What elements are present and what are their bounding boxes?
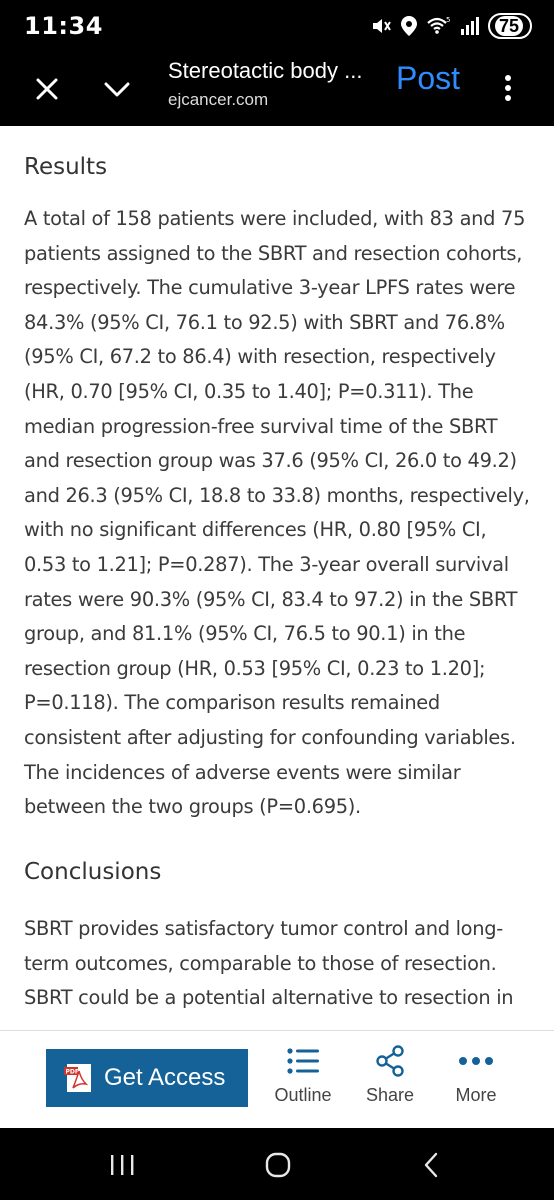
recents-button[interactable] bbox=[102, 1150, 142, 1180]
overflow-menu-button[interactable] bbox=[496, 70, 520, 106]
post-button[interactable]: Post bbox=[396, 60, 461, 96]
article-content[interactable]: Results A total of 158 patients were inc… bbox=[0, 126, 554, 1030]
kebab-icon bbox=[505, 75, 511, 101]
recents-icon bbox=[111, 1155, 134, 1175]
battery-indicator: 75 bbox=[487, 13, 532, 39]
get-access-button[interactable]: PDF Get Access bbox=[46, 1049, 248, 1107]
pdf-icon: PDF bbox=[64, 1064, 91, 1092]
page-title: Stereotactic body ... bbox=[168, 58, 363, 83]
more-button[interactable]: More bbox=[431, 1045, 521, 1106]
page-domain: ejcancer.com bbox=[168, 90, 269, 109]
action-bar: PDF Get Access Outline Share bbox=[0, 1030, 554, 1128]
battery-level: 75 bbox=[494, 16, 523, 36]
chevron-down-icon bbox=[104, 82, 130, 97]
share-button[interactable]: Share bbox=[345, 1045, 435, 1106]
outline-button[interactable]: Outline bbox=[258, 1045, 348, 1106]
expand-button[interactable] bbox=[100, 72, 134, 106]
outline-label: Outline bbox=[274, 1085, 332, 1105]
status-bar: 11:34 5 75 bbox=[0, 0, 554, 52]
page-titles: Stereotactic body ... ejcancer.com bbox=[168, 58, 378, 110]
svg-text:PDF: PDF bbox=[66, 1069, 79, 1076]
home-button[interactable] bbox=[258, 1150, 298, 1180]
back-icon bbox=[424, 1152, 438, 1178]
status-icons: 5 75 bbox=[370, 12, 532, 40]
system-nav-bar bbox=[0, 1128, 554, 1200]
conclusions-heading: Conclusions bbox=[24, 859, 162, 885]
app-bar: Stereotactic body ... ejcancer.com Post bbox=[0, 52, 554, 126]
share-label: Share bbox=[365, 1085, 415, 1105]
results-paragraph: A total of 158 patients were included, w… bbox=[24, 207, 530, 819]
results-heading: Results bbox=[24, 154, 108, 180]
home-icon bbox=[265, 1152, 291, 1178]
wifi-icon: 5 bbox=[427, 16, 450, 34]
more-dots-icon bbox=[459, 1057, 493, 1065]
get-access-label: Get Access bbox=[104, 1064, 226, 1091]
list-icon bbox=[287, 1048, 319, 1074]
location-icon bbox=[400, 16, 417, 36]
more-label: More bbox=[455, 1085, 497, 1105]
signal-icon bbox=[460, 17, 479, 35]
share-icon bbox=[376, 1045, 404, 1077]
status-time: 11:34 bbox=[24, 12, 103, 40]
svg-text:5: 5 bbox=[446, 16, 450, 24]
close-icon bbox=[36, 78, 58, 100]
conclusions-paragraph: SBRT provides satisfactory tumor control… bbox=[24, 917, 514, 1010]
mute-icon bbox=[372, 19, 391, 33]
back-button[interactable] bbox=[412, 1150, 452, 1180]
close-button[interactable] bbox=[30, 72, 64, 106]
